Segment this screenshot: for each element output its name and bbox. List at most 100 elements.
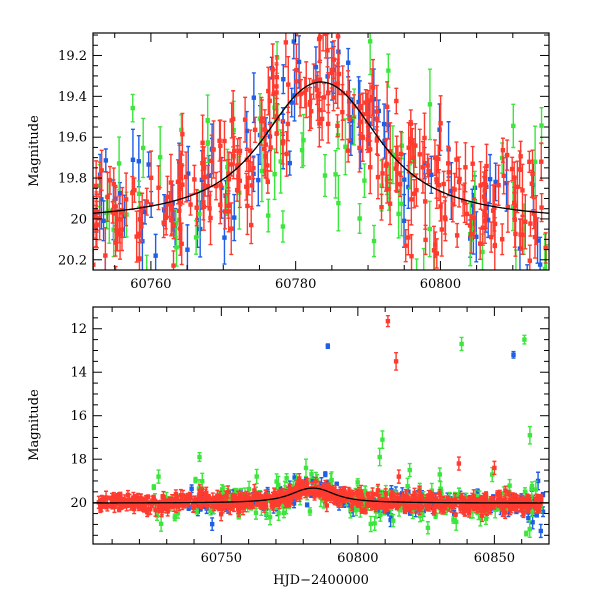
bottom-data-point	[391, 503, 396, 508]
top-data-point	[490, 208, 496, 213]
top-x-tick-label: 60760	[130, 277, 171, 292]
top-data-point	[380, 171, 385, 176]
top-data-point	[194, 205, 199, 210]
bottom-data-point	[530, 520, 535, 525]
top-data-point	[484, 213, 489, 218]
top-data-point	[544, 275, 548, 279]
top-data-point	[356, 99, 361, 105]
top-data-point	[449, 188, 454, 194]
bottom-data-point	[294, 493, 299, 499]
bottom-data-point	[425, 497, 431, 502]
top-data-point	[295, 17, 299, 21]
bottom-data-point	[254, 497, 259, 502]
bottom-data-point	[367, 499, 373, 504]
top-data-point	[401, 218, 407, 224]
top-data-point	[130, 105, 135, 111]
bottom-data-point	[478, 515, 483, 521]
top-data-point	[478, 183, 483, 188]
top-error-bar	[116, 274, 120, 342]
bottom-data-point	[187, 492, 193, 497]
bottom-data-point	[445, 497, 451, 502]
bottom-data-point	[511, 352, 516, 358]
bottom-data-point	[480, 503, 486, 509]
top-data-point	[471, 215, 477, 221]
bottom-data-point	[304, 484, 309, 489]
bottom-data-point	[538, 497, 544, 502]
bottom-data-point	[538, 528, 544, 534]
bottom-x-tick-label: 60850	[474, 551, 515, 566]
bottom-data-point	[368, 521, 373, 527]
top-data-point	[394, 98, 399, 104]
bottom-data-point	[194, 508, 199, 514]
top-data-point	[426, 168, 431, 174]
top-data-point	[396, 211, 401, 217]
bottom-data-point	[465, 503, 470, 508]
top-data-point	[284, 151, 289, 157]
bottom-data-point	[380, 501, 385, 506]
top-data-point	[252, 127, 258, 133]
bottom-data-point	[458, 502, 463, 508]
top-data-point	[488, 234, 494, 240]
bottom-data-point	[292, 486, 297, 491]
bottom-data-point	[137, 501, 142, 506]
bottom-data-point	[281, 498, 286, 504]
top-data-point	[387, 201, 393, 206]
bottom-data-point	[453, 512, 458, 517]
bottom-data-point	[291, 501, 297, 506]
bottom-data-point	[512, 496, 518, 502]
bottom-data-point	[513, 506, 519, 511]
bottom-y-tick-label: 14	[70, 366, 87, 381]
bottom-data-point	[216, 496, 222, 501]
bottom-data-point	[114, 497, 120, 503]
top-data-point	[209, 158, 214, 164]
bottom-data-point	[521, 496, 527, 502]
top-data-point	[436, 182, 442, 188]
bottom-data-point	[291, 484, 296, 489]
bottom-data-point	[251, 495, 256, 501]
top-data-point	[314, 87, 320, 93]
top-data-point	[113, 290, 117, 294]
top-data-point	[153, 253, 158, 258]
top-data-point	[183, 174, 189, 180]
top-data-point	[201, 204, 207, 209]
top-y-tick-label: 19.4	[58, 90, 87, 105]
bottom-data-point	[417, 513, 423, 519]
top-data-point	[101, 218, 106, 223]
top-data-point	[179, 241, 184, 247]
bottom-data-point	[526, 497, 531, 502]
top-data-point	[529, 181, 534, 186]
top-data-point	[136, 159, 142, 164]
bottom-data-point	[412, 490, 417, 496]
top-data-point	[234, 187, 240, 193]
bottom-data-point	[120, 502, 125, 508]
top-data-point	[197, 211, 202, 217]
top-data-point	[169, 217, 174, 223]
top-data-point	[471, 221, 476, 227]
bottom-data-point	[173, 503, 179, 509]
bottom-data-point	[349, 492, 354, 497]
top-error-bar	[321, 33, 326, 52]
top-data-point	[200, 140, 205, 145]
bottom-data-point	[232, 498, 237, 503]
bottom-data-point	[275, 498, 280, 503]
bottom-data-point	[437, 491, 442, 496]
top-data-point	[172, 225, 178, 230]
bottom-data-point	[219, 503, 225, 509]
top-data-point	[537, 262, 543, 267]
bottom-data-point	[263, 504, 269, 510]
bottom-data-point	[276, 501, 281, 507]
top-data-point	[325, 121, 331, 127]
top-data-point	[333, 172, 338, 177]
top-data-point	[335, 34, 341, 39]
bottom-data-point	[437, 472, 442, 477]
bottom-data-point	[313, 479, 318, 484]
bottom-data-point	[190, 505, 196, 510]
bottom-data-point	[294, 482, 300, 487]
bottom-data-point	[434, 503, 439, 508]
bottom-light-curve-panel: 60750 60800 60850 12 14 16 18 20 Magnitu…	[27, 306, 550, 588]
top-data-point	[286, 82, 291, 87]
top-data-point	[351, 103, 357, 109]
top-data-point	[177, 165, 182, 170]
bottom-data-point	[527, 433, 533, 438]
top-data-point	[266, 88, 271, 94]
